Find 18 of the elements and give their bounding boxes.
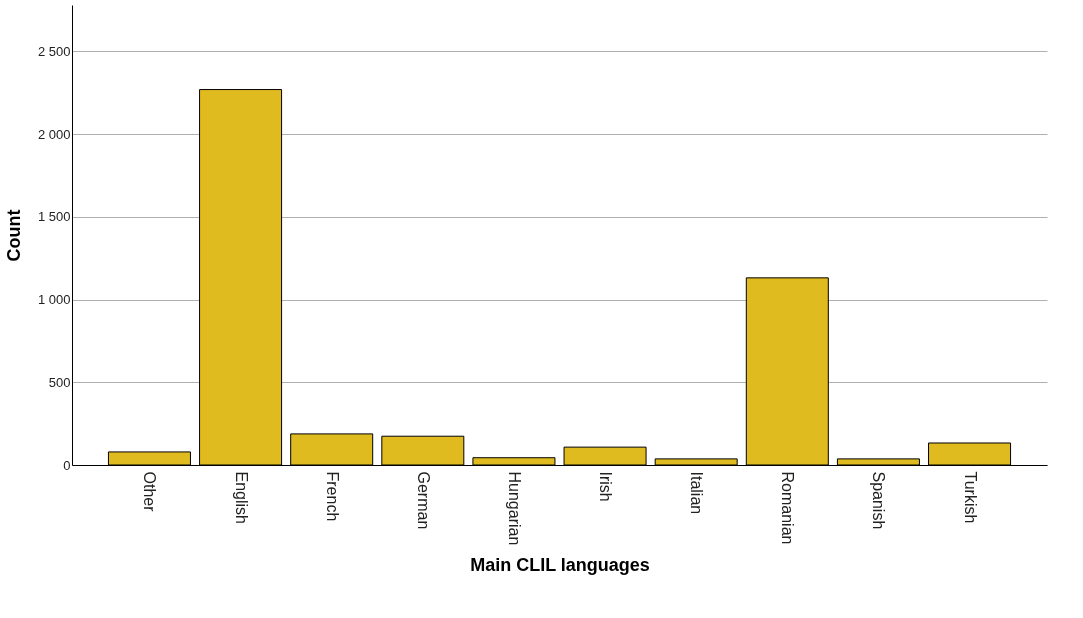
y-axis-title: Count bbox=[3, 209, 24, 262]
x-tick-label: Irish bbox=[597, 471, 615, 502]
x-axis-title: Main CLIL languages bbox=[470, 555, 650, 576]
y-tick-label: 1 000 bbox=[37, 292, 71, 308]
x-tick-label: English bbox=[232, 471, 250, 524]
x-tick-label: Turkish bbox=[961, 471, 979, 524]
x-tick-label: French bbox=[323, 471, 341, 522]
y-tick-label: 2 000 bbox=[37, 126, 71, 142]
y-tick-label: 2 500 bbox=[37, 43, 71, 59]
y-tick-label: 0 bbox=[63, 457, 71, 473]
y-tick-label: 1 500 bbox=[37, 209, 71, 225]
x-tick-label: Italian bbox=[688, 471, 706, 515]
x-tick-label: Romanian bbox=[779, 471, 797, 545]
x-tick-label: Spanish bbox=[870, 471, 888, 530]
x-tick-label: Hungarian bbox=[505, 471, 523, 546]
x-tick-label: Other bbox=[141, 471, 159, 513]
y-tick-label: 500 bbox=[48, 374, 71, 390]
x-tick-label: German bbox=[414, 471, 432, 530]
